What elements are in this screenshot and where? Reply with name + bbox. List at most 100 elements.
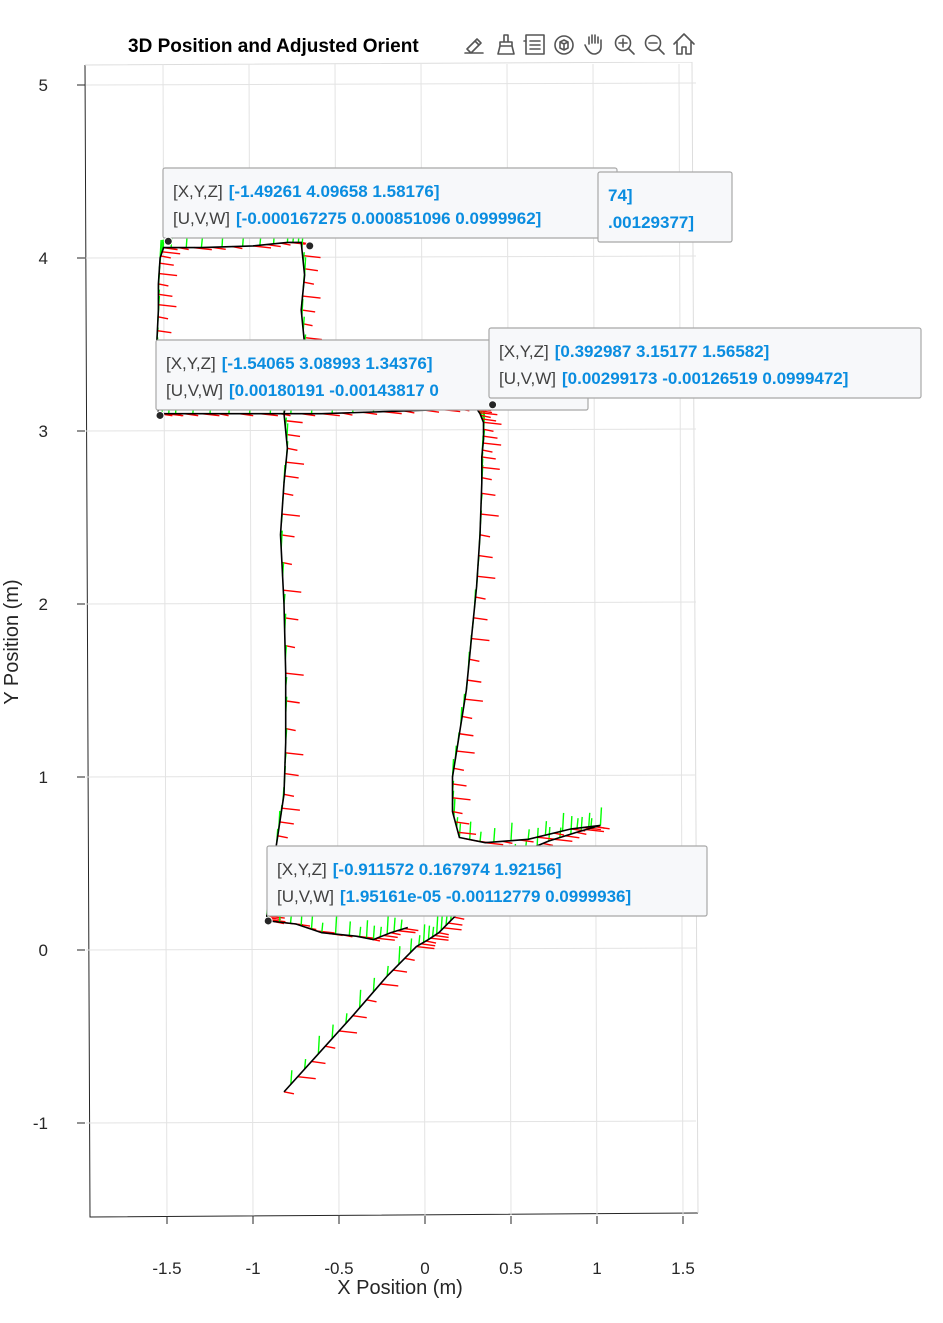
datatip-uvw-value: [0.00180191 -0.00143817 0 [229, 381, 439, 400]
home-icon[interactable] [673, 33, 695, 55]
quiver-u [160, 255, 171, 259]
zoom-in-icon[interactable] [614, 34, 635, 55]
quiver-v [334, 916, 338, 935]
quiver-u [157, 329, 172, 334]
datatip-uvw-value: [1.95161e-05 -0.00112779 0.0999936] [340, 887, 631, 906]
quiver-u [283, 793, 295, 797]
quiver-v [418, 935, 421, 946]
quiver-u [477, 575, 496, 580]
quiver-u [285, 461, 305, 465]
brush-icon[interactable] [497, 34, 515, 55]
quiver-v [358, 989, 362, 1008]
quiver-u [352, 1015, 367, 1019]
legend-icon[interactable] [523, 34, 545, 55]
y-tick-label: 5 [39, 76, 48, 95]
x-axis-label: X Position (m) [337, 1277, 463, 1299]
quiver-u [430, 937, 449, 941]
quiver-u [434, 934, 449, 939]
quiver-u [481, 456, 496, 460]
quiver-v [358, 926, 362, 937]
grid-line-y [85, 1120, 697, 1124]
quiver-u [404, 957, 415, 961]
quiver-u [376, 937, 395, 941]
quiver-u [380, 983, 399, 987]
quiver-u [448, 922, 463, 926]
grid-line-x [248, 63, 254, 1216]
quiver-u [565, 835, 580, 839]
grid-line-y [85, 774, 697, 778]
datatip-box [597, 171, 733, 243]
quiver-v [559, 827, 562, 838]
quiver-u [285, 700, 300, 704]
quiver-u [475, 596, 486, 600]
quiver-u [457, 831, 477, 836]
rotate-3d-icon[interactable] [554, 35, 574, 55]
quiver-u [284, 475, 299, 479]
grid-lines [85, 63, 697, 1216]
grid-line-y [85, 82, 697, 86]
x-tick-label: -1 [245, 1259, 260, 1278]
x-tick-label: 0 [420, 1259, 429, 1278]
quiver-u [162, 251, 181, 255]
quiver-u [287, 447, 298, 451]
quiver-u [453, 767, 465, 772]
quiver-v [386, 916, 389, 935]
quiver-u [281, 513, 300, 517]
quiver-u [159, 262, 174, 266]
y-tick-label: -1 [33, 1114, 48, 1133]
brush-edit-icon[interactable] [464, 38, 484, 54]
quiver-u [159, 272, 178, 277]
zoom-out-icon[interactable] [644, 34, 665, 55]
quiver-u [483, 421, 502, 426]
quiver-u [421, 943, 436, 947]
quiver-u [464, 698, 483, 702]
datatip[interactable]: [X,Y,Z] [-0.911572 0.167974 1.92156] [U,V,… [266, 845, 708, 917]
datatip-uvw-value: [-0.000167275 0.000851096 0.0999962] [236, 209, 541, 228]
datatip-uvw: .00129377] [608, 213, 694, 232]
quiver-u [481, 466, 500, 471]
quiver-u [392, 969, 408, 973]
quiver-v [599, 807, 603, 826]
quiver-u [536, 836, 555, 840]
quiver-v [310, 915, 314, 930]
quiver-v [348, 921, 352, 936]
quiver-u [467, 679, 482, 683]
datatip-xyz: [X,Y,Z] [-1.49261 4.09658 1.58176] [173, 182, 440, 201]
tick-labels: -1.5 -1 -0.5 0 0.5 1 1.5 -1 0 1 2 3 4 5 [33, 76, 695, 1278]
quiver-v [570, 816, 573, 835]
quiver-u [452, 810, 463, 815]
datatip-xyz-value: [0.392987 3.15177 1.56582] [555, 342, 770, 361]
quiver-u [452, 797, 471, 801]
trajectory [155, 241, 601, 1093]
datatip-xyz: [X,Y,Z] [-0.911572 0.167974 1.92156] [277, 860, 562, 879]
datatip[interactable]: [X,Y,Z] [0.392987 3.15177 1.56582] [U,V,W]… [488, 327, 922, 399]
quiver-v [379, 926, 382, 937]
quiver-v [200, 237, 204, 248]
quiver-u [285, 727, 296, 732]
quiver-u [483, 435, 498, 439]
y-tick-label: 1 [39, 768, 48, 787]
datatip-xyz-value: [-1.54065 3.08993 1.34376] [222, 354, 433, 373]
quiver-u [285, 672, 304, 676]
quiver-u [325, 1045, 336, 1049]
quiver-u [284, 772, 299, 777]
chart-title: 3D Position and Adjusted Orient [128, 36, 419, 57]
quiver-u [542, 842, 554, 847]
datatip[interactable]: 74] .00129377] [597, 171, 733, 243]
quiver-v [393, 917, 396, 932]
quiver-v [580, 816, 583, 832]
quiver-u [481, 477, 492, 481]
quiver-u [459, 733, 474, 737]
quiver-v [510, 822, 513, 841]
quiver-u [158, 293, 173, 298]
quiver-u [452, 783, 467, 787]
datatip[interactable]: [X,Y,Z] [-1.49261 4.09658 1.58176] [U,V,W]… [162, 167, 618, 239]
datatips[interactable]: [X,Y,Z] [-1.49261 4.09658 1.58176] [U,V,W]… [155, 167, 922, 926]
datatip-marker [305, 241, 315, 251]
quiver-u [284, 419, 303, 424]
pan-hand-icon[interactable] [584, 34, 602, 55]
grid-line-x [506, 63, 512, 1216]
quiver-u [471, 637, 490, 642]
quiver-v [386, 965, 389, 977]
quiver-u [285, 752, 304, 756]
